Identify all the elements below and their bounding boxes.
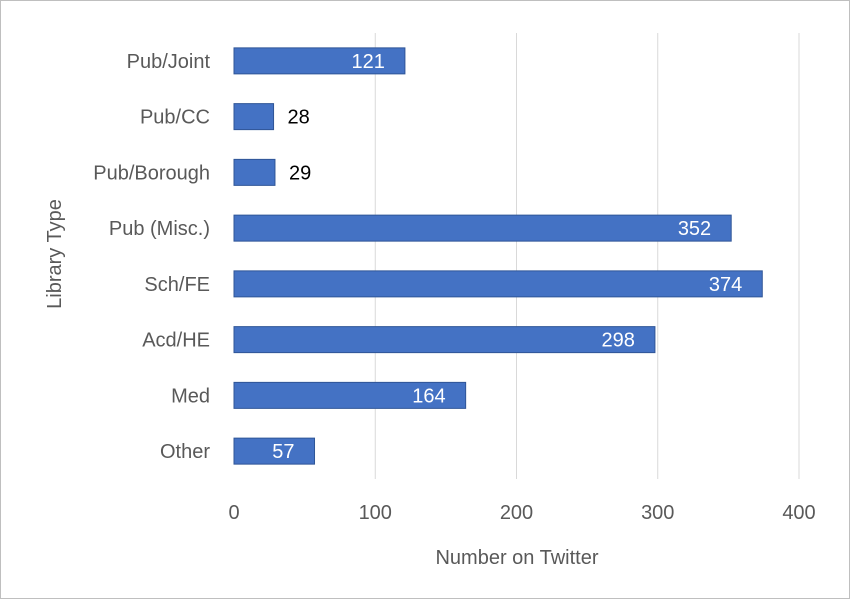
- bar: [233, 158, 276, 186]
- x-tick-labels: 0 100 200 300 400: [228, 502, 815, 524]
- bar: [233, 103, 275, 131]
- category-label: Pub/CC: [140, 107, 210, 129]
- value-label: 28: [288, 107, 310, 129]
- bar: [233, 326, 656, 354]
- category-label: Pub (Misc.): [109, 218, 210, 240]
- x-tick-label: 100: [359, 502, 392, 524]
- bar: [233, 381, 467, 409]
- value-label: 298: [602, 330, 635, 352]
- bars: [233, 47, 763, 465]
- value-label: 121: [352, 51, 385, 73]
- category-label: Sch/FE: [144, 274, 210, 296]
- bar: [233, 214, 732, 242]
- category-label: Pub/Joint: [127, 51, 211, 73]
- value-label: 352: [678, 218, 711, 240]
- bar: [233, 270, 763, 298]
- x-tick-label: 400: [782, 502, 815, 524]
- x-tick-label: 200: [500, 502, 533, 524]
- x-axis-title: Number on Twitter: [435, 547, 598, 569]
- category-label: Med: [171, 385, 210, 407]
- gridlines: [374, 33, 800, 479]
- category-label: Acd/HE: [142, 330, 210, 352]
- category-label: Other: [160, 441, 210, 463]
- category-label: Pub/Borough: [93, 162, 210, 184]
- value-label: 29: [289, 162, 311, 184]
- value-label: 164: [412, 385, 445, 407]
- y-axis-title: Library Type: [44, 199, 66, 309]
- value-label: 57: [272, 441, 294, 463]
- x-tick-label: 300: [641, 502, 674, 524]
- value-label: 374: [709, 274, 742, 296]
- x-tick-label: 0: [228, 502, 239, 524]
- value-labels: 121 28 29 352 374 298 164 57: [272, 51, 742, 463]
- category-labels: Pub/Joint Pub/CC Pub/Borough Pub (Misc.) Sch…: [93, 51, 210, 463]
- bar: [233, 47, 406, 75]
- bar: [233, 437, 316, 465]
